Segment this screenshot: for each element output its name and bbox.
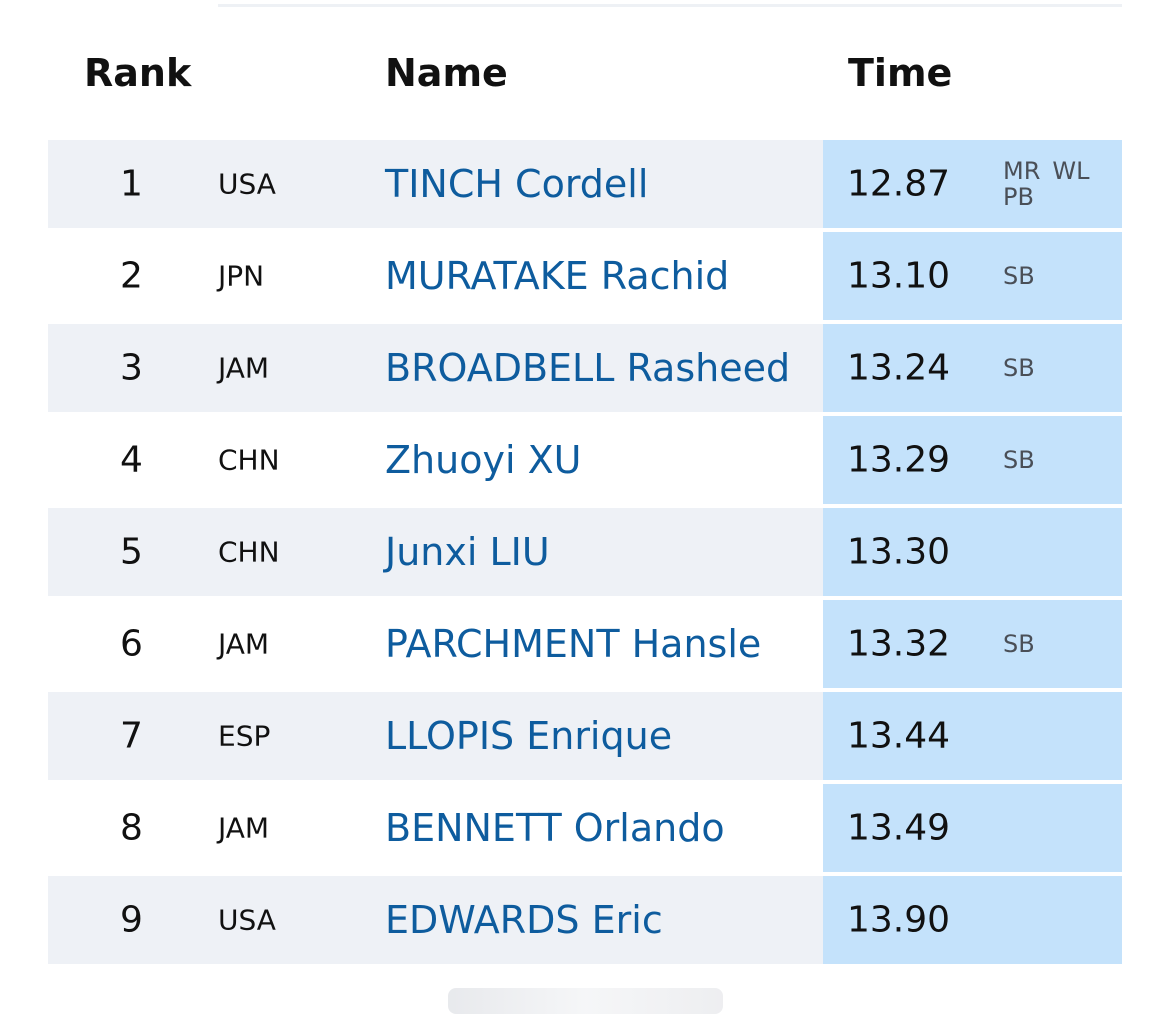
country-code: JAM (218, 351, 270, 385)
time-value: 12.87 (847, 163, 951, 205)
results-table: Rank Name Time 1 USA TINCH Cordell 12.87… (48, 0, 1122, 968)
country-code: CHN (218, 443, 280, 477)
record-mark: SB (1003, 262, 1035, 290)
rank-value: 5 (120, 531, 143, 573)
record-mark: PB (1003, 183, 1034, 211)
rank-value: 8 (120, 807, 143, 849)
athlete-name-link[interactable]: TINCH Cordell (385, 162, 649, 206)
table-row: 5 CHN Junxi LIU 13.30 (48, 508, 1122, 600)
athlete-name-link[interactable]: BROADBELL Rasheed (385, 346, 791, 390)
athlete-name-link[interactable]: Zhuoyi XU (385, 438, 582, 482)
athlete-name-link[interactable]: MURATAKE Rachid (385, 254, 730, 298)
header-name: Name (385, 51, 508, 95)
rank-value: 2 (120, 255, 143, 297)
rank-value: 7 (120, 715, 143, 757)
time-value: 13.44 (847, 715, 951, 757)
rank-value: 9 (120, 899, 143, 941)
table-row: 3 JAM BROADBELL Rasheed 13.24 SB (48, 324, 1122, 416)
table-row: 1 USA TINCH Cordell 12.87 MR WL PB (48, 140, 1122, 232)
rank-value: 1 (120, 163, 143, 205)
athlete-name-link[interactable]: EDWARDS Eric (385, 898, 663, 942)
country-code: USA (218, 167, 276, 201)
table-row: 9 USA EDWARDS Eric 13.90 (48, 876, 1122, 968)
country-code: JAM (218, 627, 270, 661)
rank-value: 6 (120, 623, 143, 665)
country-code: JPN (218, 259, 265, 293)
header-time: Time (848, 51, 953, 95)
time-value: 13.29 (847, 439, 951, 481)
record-marks: MR WL PB (1003, 158, 1113, 210)
table-row: 4 CHN Zhuoyi XU 13.29 SB (48, 416, 1122, 508)
record-marks: SB (1003, 631, 1113, 657)
record-mark: SB (1003, 354, 1035, 382)
record-mark: MR (1003, 157, 1041, 185)
athlete-name-link[interactable]: BENNETT Orlando (385, 806, 725, 850)
horizontal-scrollbar[interactable] (448, 988, 723, 1014)
country-code: ESP (218, 719, 271, 753)
table-header: Rank Name Time (48, 0, 1122, 140)
table-row: 8 JAM BENNETT Orlando 13.49 (48, 784, 1122, 876)
record-marks: SB (1003, 355, 1113, 381)
table-row: 7 ESP LLOPIS Enrique 13.44 (48, 692, 1122, 784)
record-marks: SB (1003, 263, 1113, 289)
table-row: 2 JPN MURATAKE Rachid 13.10 SB (48, 232, 1122, 324)
time-value: 13.30 (847, 531, 951, 573)
country-code: USA (218, 903, 276, 937)
time-value: 13.32 (847, 623, 951, 665)
athlete-name-link[interactable]: LLOPIS Enrique (385, 714, 673, 758)
rank-value: 4 (120, 439, 143, 481)
time-value: 13.10 (847, 255, 951, 297)
record-mark: SB (1003, 630, 1035, 658)
country-code: JAM (218, 811, 270, 845)
athlete-name-link[interactable]: Junxi LIU (385, 530, 550, 574)
rank-value: 3 (120, 347, 143, 389)
time-value: 13.49 (847, 807, 951, 849)
athlete-name-link[interactable]: PARCHMENT Hansle (385, 622, 762, 666)
record-marks: SB (1003, 447, 1113, 473)
record-mark: WL (1052, 157, 1090, 185)
time-value: 13.90 (847, 899, 951, 941)
table-row: 6 JAM PARCHMENT Hansle 13.32 SB (48, 600, 1122, 692)
time-value: 13.24 (847, 347, 951, 389)
header-rank: Rank (84, 51, 192, 95)
top-divider (218, 4, 1122, 7)
country-code: CHN (218, 535, 280, 569)
record-mark: SB (1003, 446, 1035, 474)
